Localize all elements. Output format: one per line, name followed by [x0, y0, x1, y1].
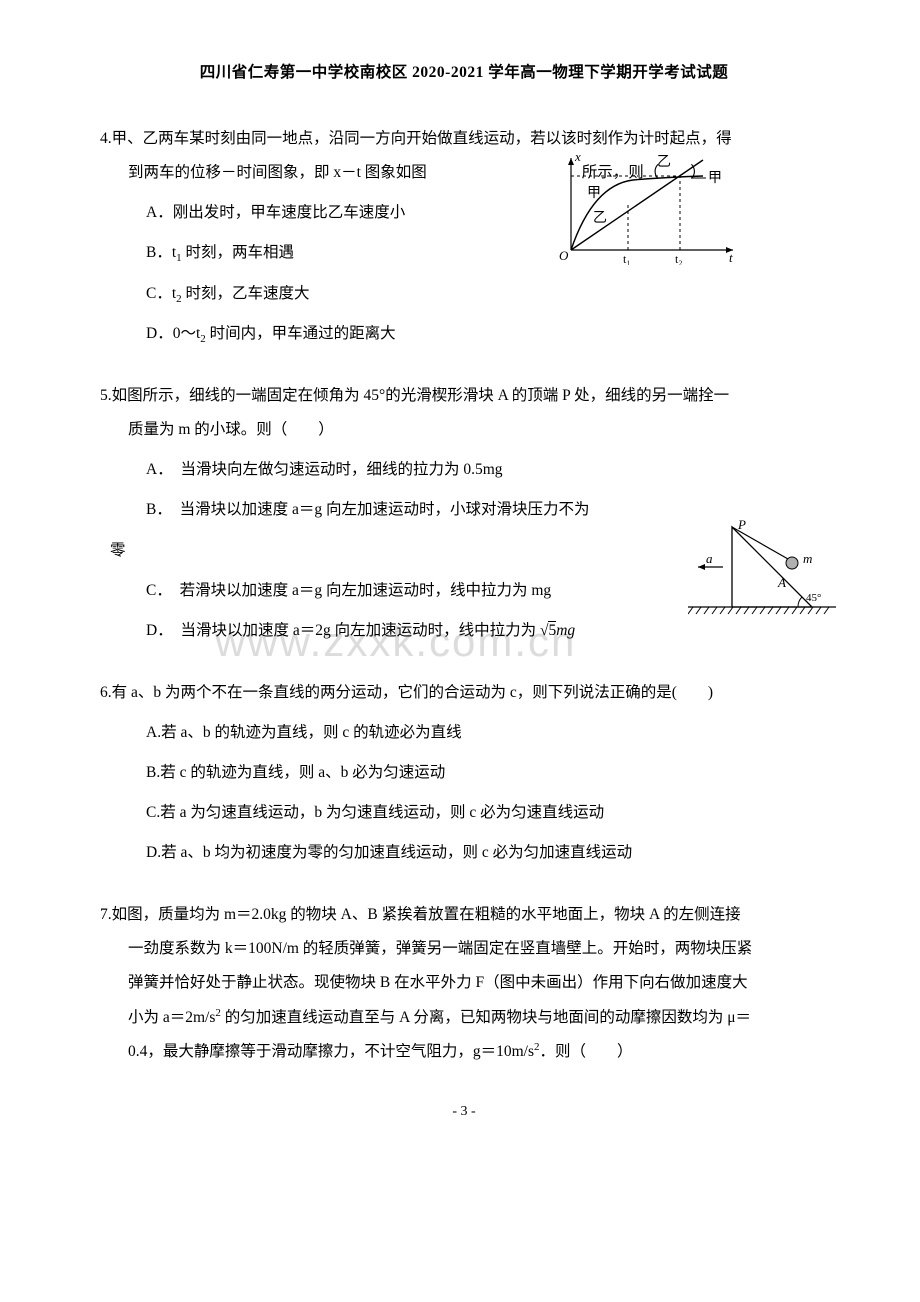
sqrt-expr: √5	[540, 621, 556, 639]
q4-option-c: C．t2 时刻，乙车速度大	[100, 277, 828, 311]
q6-option-d: D.若 a、b 均为初速度为零的匀加速直线运动，则 c 必为匀加速直线运动	[100, 836, 828, 870]
q7-line4-mid: 的匀加速直线运动直至与 A 分离，已知两物块与地面间的动摩擦因数均为 μ＝	[221, 1009, 751, 1026]
q6-option-c: C.若 a 为匀速直线运动，b 为匀速直线运动，则 c 必为匀速直线运动	[100, 796, 828, 830]
page-number: - 3 -	[100, 1104, 828, 1120]
q5-num: 5.	[100, 387, 112, 404]
q7-line1-wrap: 7.如图，质量均为 m＝2.0kg 的物块 A、B 紧挨着放置在粗糙的水平地面上…	[100, 898, 828, 932]
q7-line3: 弹簧并恰好处于静止状态。现使物块 B 在水平外力 F（图中未画出）作用下向右做加…	[100, 966, 828, 1000]
m-label: m	[803, 551, 812, 566]
q5-line2: 质量为 m 的小球。则（ ）	[100, 413, 828, 447]
q6-num: 6.	[100, 684, 112, 701]
page-content: 四川省仁寿第一中学校南校区 2020-2021 学年高一物理下学期开学考试试题 …	[0, 0, 920, 1160]
q4-optD-pre: D．0～t	[146, 325, 200, 342]
question-4: 4.甲、乙两车某时刻由同一地点，沿同一方向开始做直线运动，若以该时刻作为计时起点…	[100, 122, 828, 351]
t2-label: t₂	[675, 252, 683, 265]
q4-optD-post: 时间内，甲车通过的距离大	[206, 325, 396, 342]
q4-optC-post: 时刻，乙车速度大	[182, 285, 310, 302]
q7-num: 7.	[100, 906, 112, 923]
q4-optB-pre: B．t	[146, 244, 176, 261]
q5-text: 5.如图所示，细线的一端固定在倾角为 45°的光滑楔形滑块 A 的顶端 P 处，…	[100, 379, 828, 413]
q5-mg: mg	[556, 622, 575, 639]
axis-t-label: t	[729, 250, 733, 265]
jia-label-1: 甲	[587, 186, 601, 201]
q5-option-a: A． 当滑块向左做匀速运动时，细线的拉力为 0.5mg	[100, 453, 828, 487]
q4-optC-pre: C．t	[146, 285, 176, 302]
q6-body: 有 a、b 为两个不在一条直线的两分运动，它们的合运动为 c，则下列说法正确的是…	[112, 684, 713, 701]
p-label: P	[737, 519, 746, 532]
A-label: A	[777, 575, 786, 590]
q4-num: 4.	[100, 130, 112, 147]
question-7: 7.如图，质量均为 m＝2.0kg 的物块 A、B 紧挨着放置在粗糙的水平地面上…	[100, 898, 828, 1069]
q6-option-a: A.若 a、b 的轨迹为直线，则 c 的轨迹必为直线	[100, 716, 828, 750]
angle-label: 45°	[806, 592, 821, 604]
q6-option-b: B.若 c 的轨迹为直线，则 a、b 必为匀速运动	[100, 756, 828, 790]
t1-label: t₁	[623, 252, 631, 265]
figure-xt-graph: x t O t₁ t₂ 甲 甲 乙 乙	[553, 150, 748, 278]
q7-line1: 如图，质量均为 m＝2.0kg 的物块 A、B 紧挨着放置在粗糙的水平地面上，物…	[112, 906, 741, 923]
q4-optB-post: 时刻，两车相遇	[182, 244, 294, 261]
jia-label-2: 甲	[708, 171, 722, 186]
a-label: a	[706, 551, 713, 566]
q7-line4: 小为 a＝2m/s2 的匀加速直线运动直至与 A 分离，已知两物块与地面间的动摩…	[100, 1001, 828, 1035]
q7-line4-pre: 小为 a＝2m/s	[128, 1009, 215, 1026]
q6-text: 6.有 a、b 为两个不在一条直线的两分运动，它们的合运动为 c，则下列说法正确…	[100, 676, 828, 710]
q7-line5-pre: 0.4，最大静摩擦等于滑动摩擦力，不计空气阻力，g＝10m/s	[128, 1043, 534, 1060]
document-header: 四川省仁寿第一中学校南校区 2020-2021 学年高一物理下学期开学考试试题	[100, 60, 828, 82]
q5-optD-text: D． 当滑块以加速度 a＝2g 向左加速运动时，线中拉力为	[146, 622, 536, 639]
q4-option-d: D．0～t2 时间内，甲车通过的距离大	[100, 317, 828, 351]
q5-line1: 如图所示，细线的一端固定在倾角为 45°的光滑楔形滑块 A 的顶端 P 处，细线…	[112, 387, 729, 404]
question-5: 5.如图所示，细线的一端固定在倾角为 45°的光滑楔形滑块 A 的顶端 P 处，…	[100, 379, 828, 648]
q7-line5: 0.4，最大静摩擦等于滑动摩擦力，不计空气阻力，g＝10m/s2．则（ ）	[100, 1035, 828, 1069]
q7-line5-post: ．则（ ）	[540, 1043, 633, 1060]
origin-label: O	[559, 248, 569, 263]
q7-line2: 一劲度系数为 k＝100N/m 的轻质弹簧，弹簧另一端固定在竖直墙壁上。开始时，…	[100, 932, 828, 966]
yi-label-1: 乙	[593, 210, 607, 226]
question-6: 6.有 a、b 为两个不在一条直线的两分运动，它们的合运动为 c，则下列说法正确…	[100, 676, 828, 870]
yi-label-2: 乙	[657, 154, 671, 170]
q4-line1: 甲、乙两车某时刻由同一地点，沿同一方向开始做直线运动，若以该时刻作为计时起点，得	[112, 130, 732, 147]
axis-x-label: x	[574, 150, 581, 164]
figure-wedge: P a A m 45°	[688, 519, 838, 637]
